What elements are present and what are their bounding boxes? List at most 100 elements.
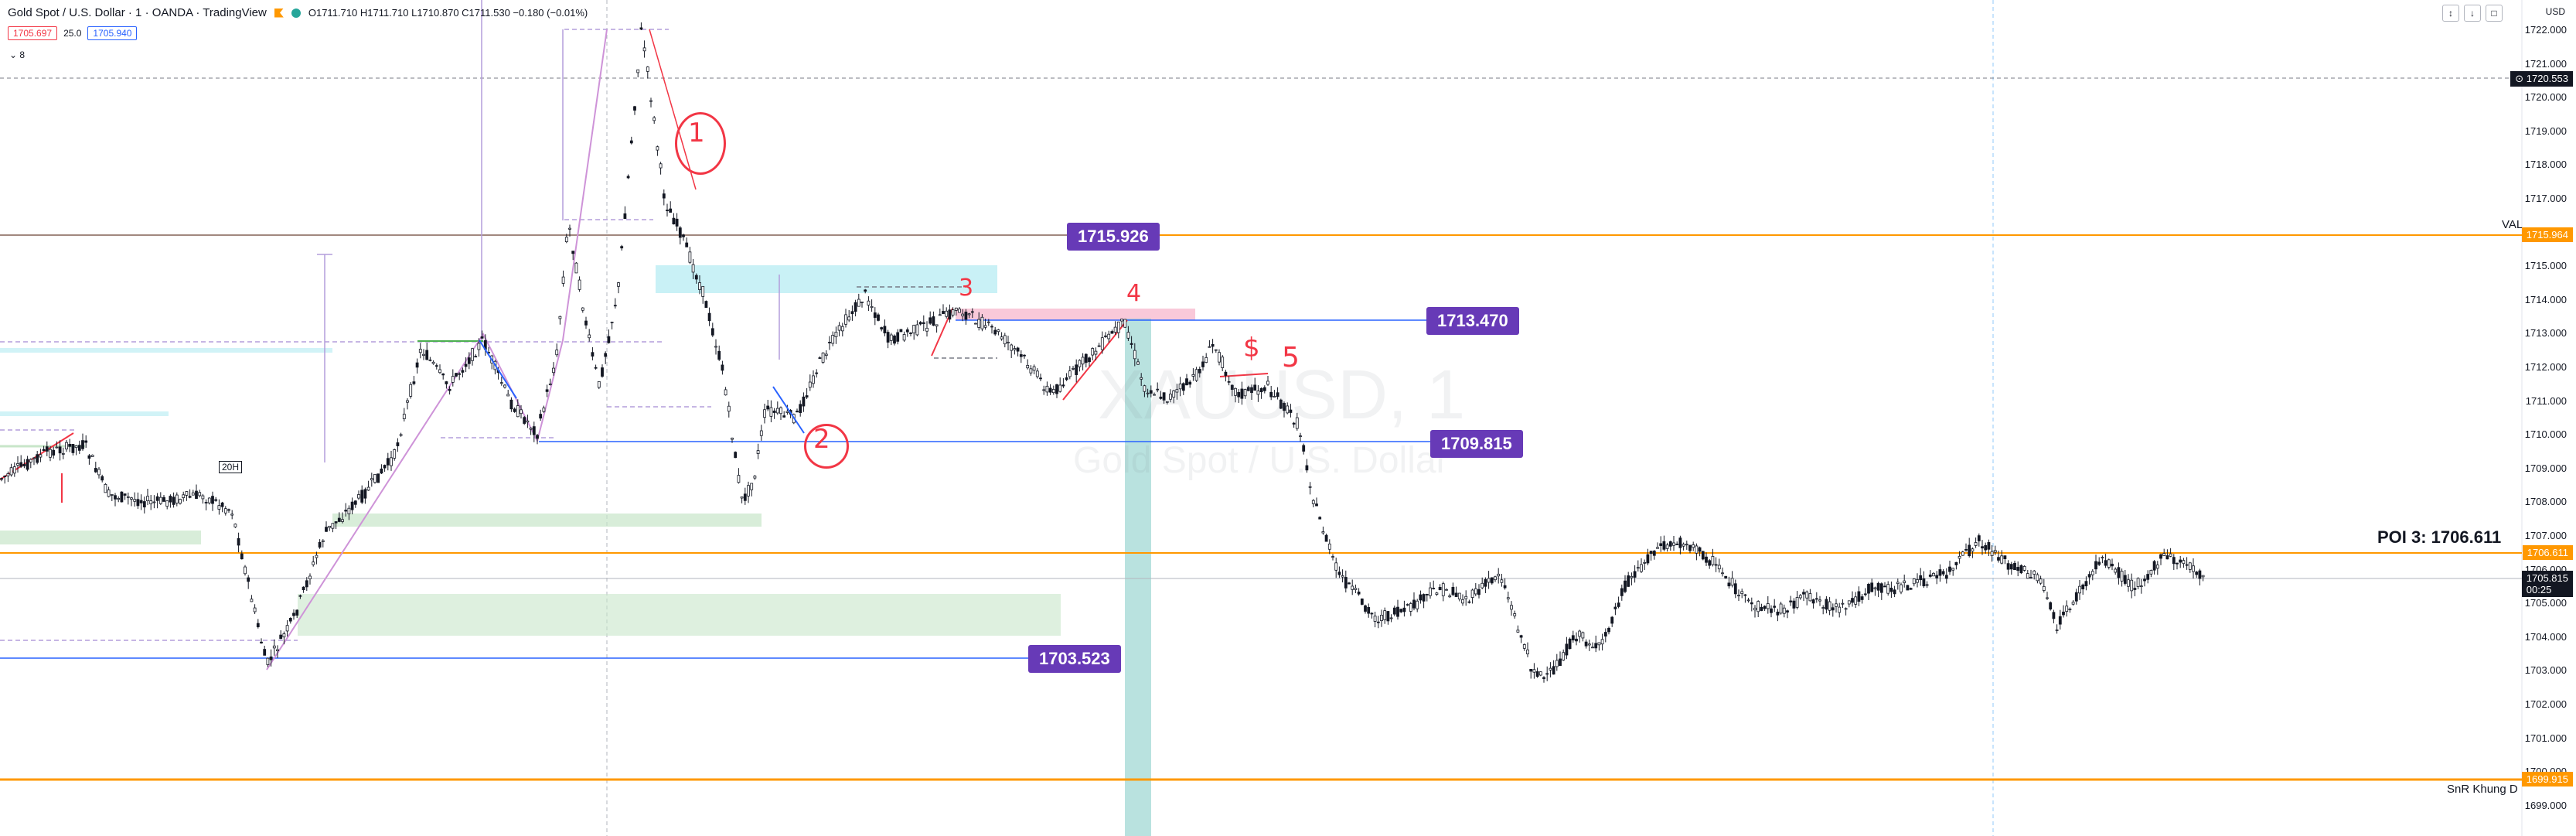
flag-icon[interactable] [274,8,284,18]
candle-body [1126,332,1130,339]
candle-body [32,457,36,459]
candle-body [1269,391,1273,398]
scale-icon[interactable]: ↕ [2442,5,2459,22]
candle-body [22,463,26,466]
small-tag[interactable]: 20H [219,461,243,473]
candle-body [499,382,503,384]
candle-body [237,537,240,546]
candle-body [2087,574,2091,578]
candle-body [552,367,555,374]
candle-body [295,609,299,616]
candle-body [220,502,224,507]
candle-body [578,279,581,290]
demand-zone-small[interactable] [332,514,762,527]
candle-body [337,517,341,522]
candle-body [188,496,192,498]
candle-body [1081,357,1085,365]
candle-body [1555,660,1559,667]
annotation-5[interactable]: 5 [1282,342,1300,374]
demand-zone-large[interactable] [298,594,1061,636]
candle-body [1051,389,1055,394]
candle-body [2062,611,2065,616]
candle-body [422,353,425,357]
price-label-1703-523[interactable]: 1703.523 [1028,645,1121,673]
candle-body [288,618,292,622]
candle-body [1032,366,1036,371]
candle-body [2201,575,2205,578]
candlestick-series[interactable] [0,22,2205,683]
circle-annotation-1[interactable] [675,112,726,175]
candle-body [701,285,705,297]
candle-body [779,407,782,415]
axis-tag-current: 1705.815 00:25 [2521,571,2573,597]
candle-body [1348,582,1351,585]
candle-body [402,414,406,419]
symbol-title[interactable]: Gold Spot / U.S. Dollar · 1 · OANDA · Tr… [8,6,267,19]
supply-zone-pink[interactable] [956,309,1195,320]
candle-body [1662,541,1666,550]
candle-body [704,301,708,309]
currency-selector[interactable]: USD [2545,6,2565,17]
candle-body [256,623,260,627]
candle-body [230,514,234,516]
candle-body [6,473,10,476]
candle-body [1337,572,1341,575]
candle-body [383,465,387,469]
candle-body [958,309,961,313]
crosshair-icon[interactable]: ⊙ [2515,73,2527,84]
indicators-toggle[interactable]: ⌄ 8 [9,49,26,60]
candle-body [837,325,841,331]
val-label[interactable]: VAL [2502,218,2523,231]
candle-body [902,334,906,341]
candle-body [1958,555,1961,559]
candle-body [2195,572,2199,575]
candle-body [2081,584,2085,590]
session-highlight-bar[interactable] [1125,319,1151,836]
candle-body [948,309,952,320]
buy-button[interactable]: 1705.940 [87,26,138,40]
candle-body [434,365,438,367]
candle-body [1123,319,1127,328]
candle-body [1367,606,1371,614]
candle-body [2000,555,2004,564]
price-axis-tick: 1699.000 [2524,799,2567,811]
candle-body [1646,554,1650,564]
candle-body [81,440,84,449]
fullscreen-icon[interactable]: □ [2486,5,2503,22]
snr-label[interactable]: SnR Khung D [2447,783,2518,796]
price-axis-tick: 1715.000 [2524,260,2567,272]
candle-body [1717,565,1721,570]
candle-body [169,496,172,503]
supply-zone-cyan[interactable] [656,265,997,293]
candle-body [1659,543,1663,546]
candle-body [591,352,595,357]
poi-label[interactable]: POI 3: 1706.611 [2377,527,2502,547]
price-label-1715-926[interactable]: 1715.926 [1067,223,1160,251]
price-axis-tick: 1704.000 [2524,630,2567,643]
candle-body [1565,643,1569,656]
annotation-4[interactable]: 4 [1126,280,1142,307]
candle-body [1873,587,1877,589]
candle-body [967,313,971,316]
candle-body [918,322,922,325]
candle-body [503,384,506,388]
candle-body [263,649,267,656]
candle-body [1402,607,1406,612]
candle-body [158,496,162,504]
candle-body [1857,591,1861,602]
candle-body [1406,604,1409,606]
circle-annotation-2[interactable] [804,424,849,469]
candle-body [509,399,513,410]
sell-button[interactable]: 1705.697 [8,26,58,40]
price-label-1713-470[interactable]: 1713.470 [1426,307,1519,335]
annotation-3[interactable]: 3 [959,275,974,302]
candle-body [1373,616,1377,622]
candle-body [1429,587,1432,596]
arrow-down-icon[interactable]: ↓ [2464,5,2481,22]
annotation-dollar[interactable]: $ [1243,333,1260,363]
candle-body [1156,388,1160,391]
price-label-1709-815[interactable]: 1709.815 [1430,430,1523,458]
demand-zone-left[interactable] [0,531,201,544]
candle-body [974,322,977,325]
